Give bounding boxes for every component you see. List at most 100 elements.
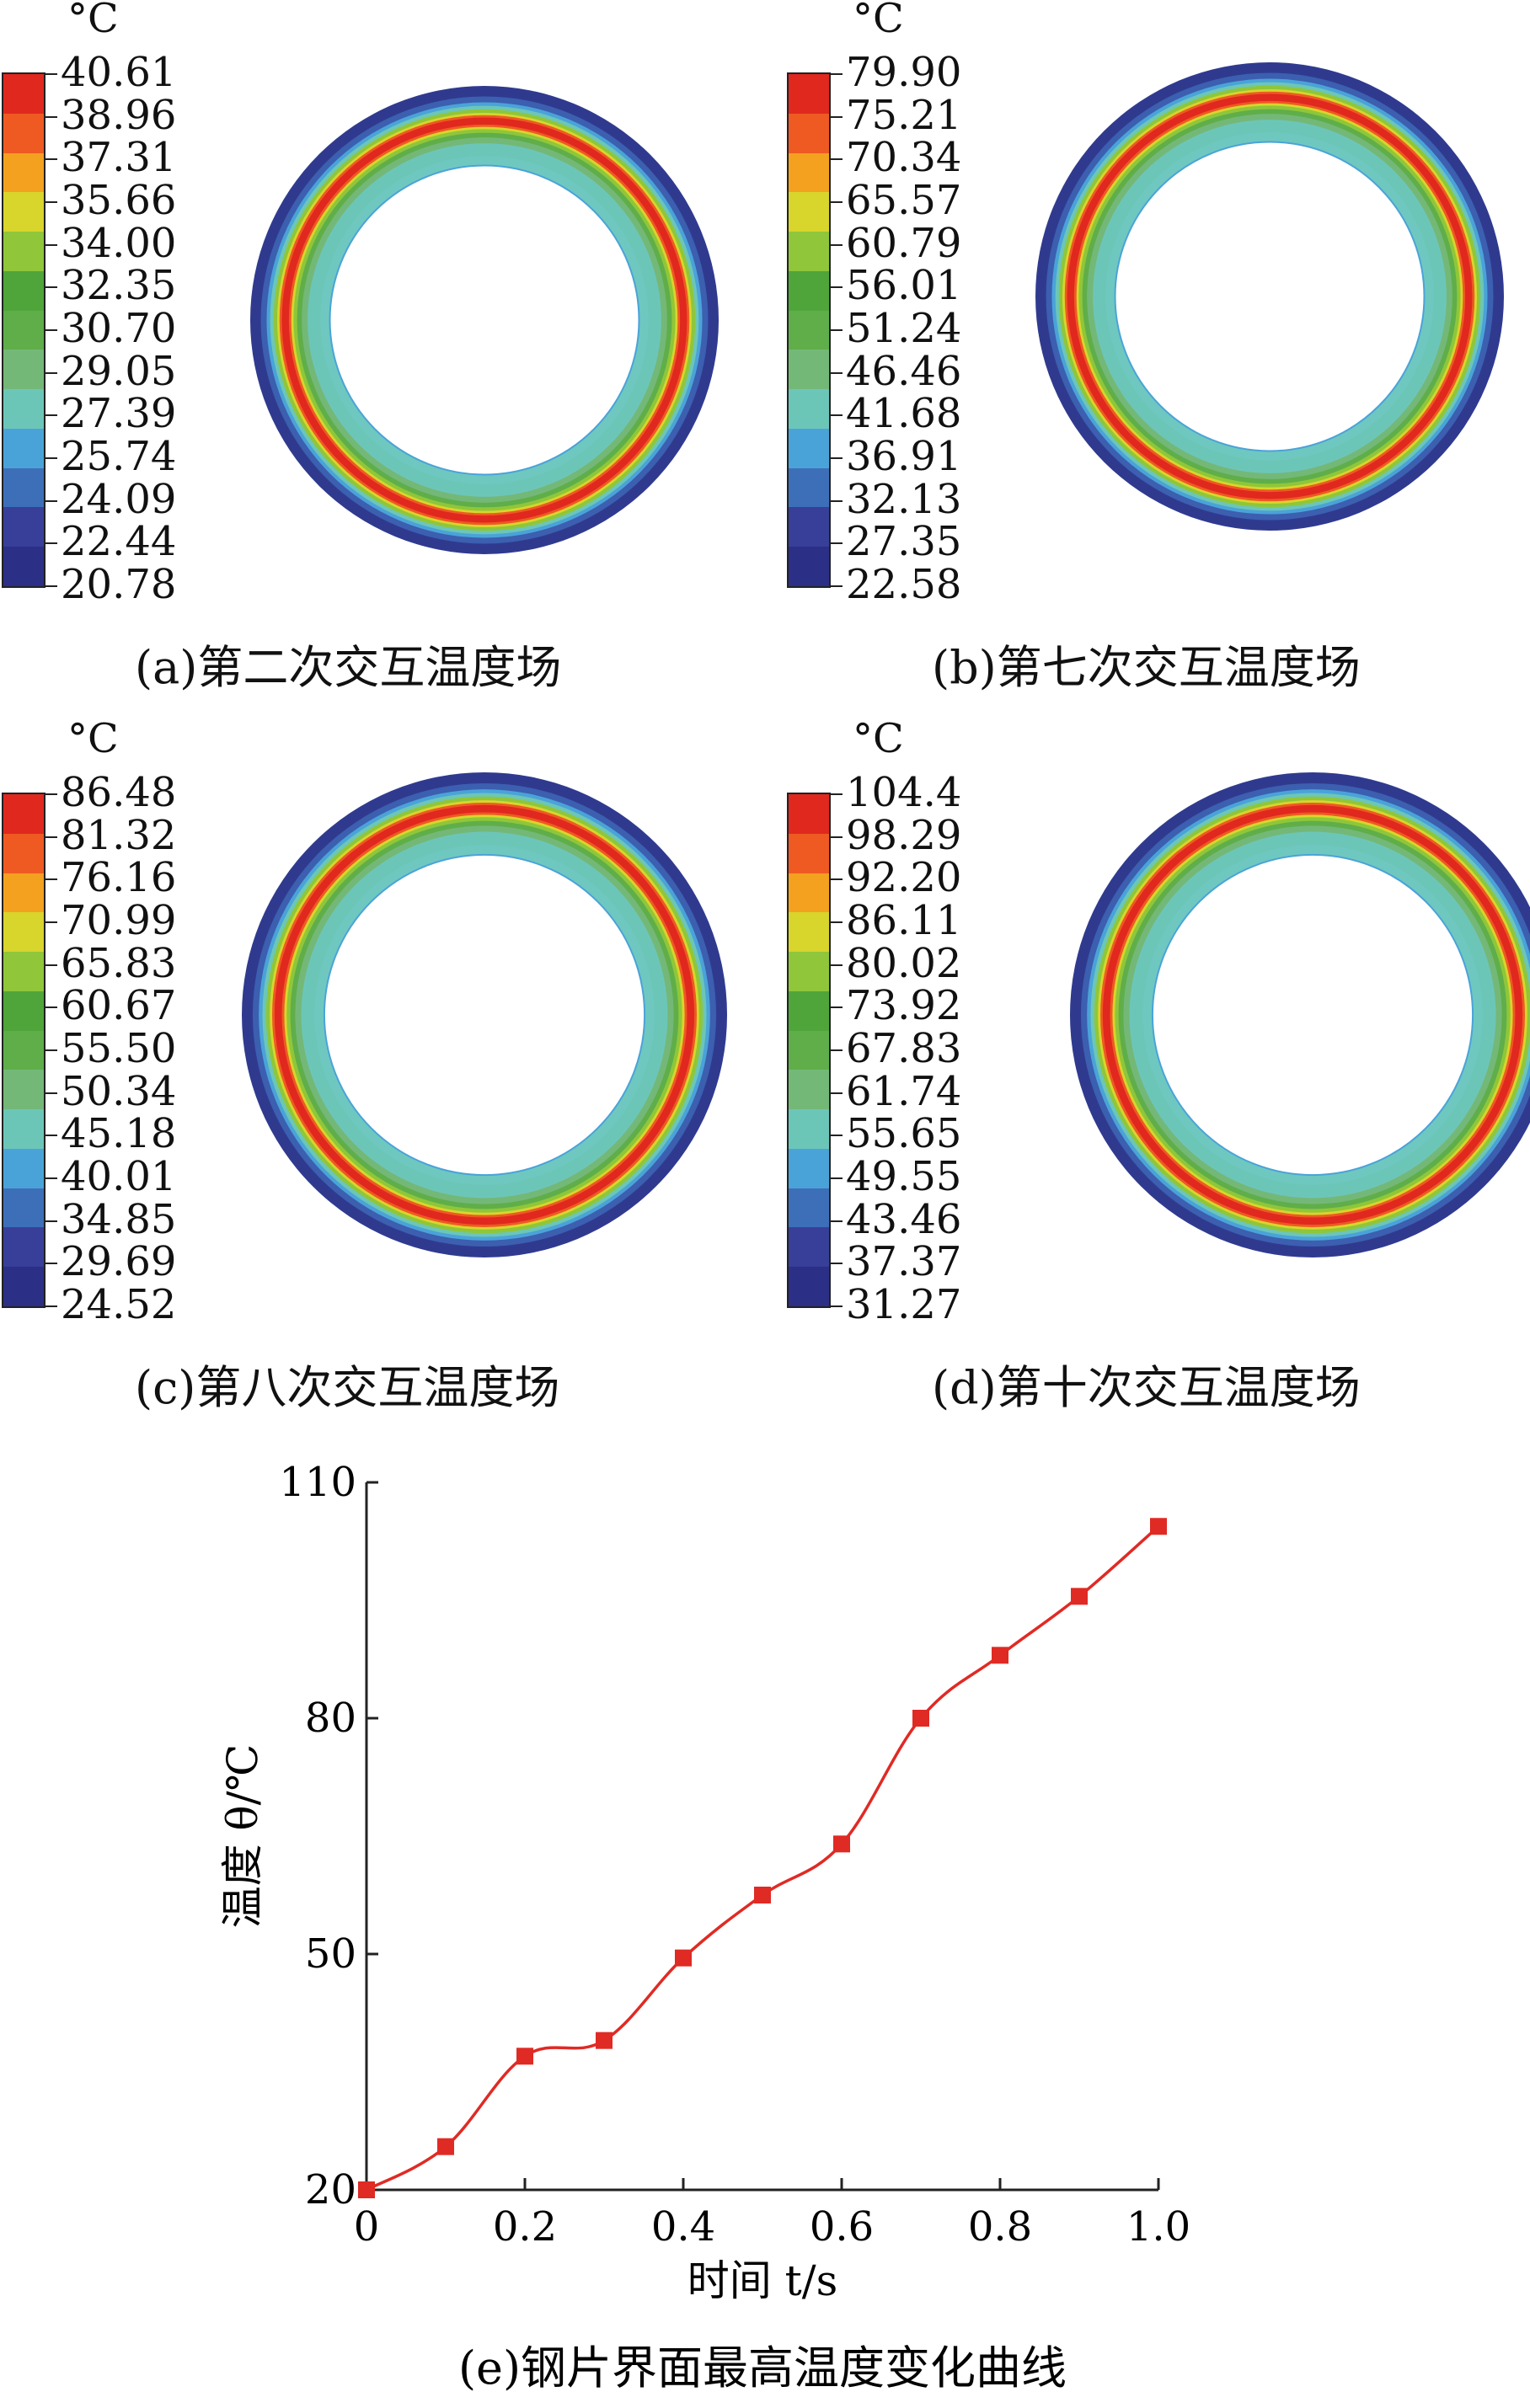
- unit-label: °C: [67, 0, 119, 42]
- legend-tick-label: 55.50: [61, 1025, 177, 1072]
- legend-swatch: [789, 873, 829, 913]
- legend-tick: [45, 1135, 57, 1137]
- color-legend: [2, 72, 45, 588]
- legend-tick: [45, 921, 57, 923]
- legend-tick-label: 104.4: [846, 769, 962, 816]
- y-axis-label: 温度 θ/℃: [218, 1744, 267, 1929]
- legend-swatch: [3, 152, 44, 193]
- legend-tick: [831, 457, 843, 459]
- legend-tick: [45, 793, 57, 795]
- color-legend: [2, 793, 45, 1308]
- legend-tick-label: 27.39: [61, 390, 177, 438]
- ring-hole: [329, 164, 640, 476]
- caption: (b)第七次交互温度场: [932, 641, 1361, 694]
- legend-tick: [831, 964, 843, 966]
- legend-tick: [831, 921, 843, 923]
- legend-tick-label: 73.92: [846, 982, 962, 1030]
- legend-tick: [45, 115, 57, 118]
- panel-c: °C 86.48 81.32 76.16 70.99 65.83 60.67 55.50 50…: [0, 715, 758, 1414]
- x-tick-label: 0.2: [493, 2203, 557, 2250]
- data-point: [516, 2048, 533, 2065]
- legend-tick-label: 70.99: [61, 897, 177, 944]
- legend-swatch: [789, 952, 829, 991]
- legend-swatch: [789, 270, 829, 311]
- temperature-ring: [1070, 772, 1530, 1257]
- series-line: [366, 1524, 1160, 2192]
- legend-tick: [45, 329, 57, 331]
- legend-tick-label: 40.01: [61, 1153, 177, 1200]
- legend-tick: [45, 1220, 57, 1222]
- legend-tick-label: 37.37: [846, 1238, 962, 1286]
- legend-swatch: [3, 1267, 44, 1306]
- legend-swatch: [789, 389, 829, 429]
- temperature-ring: [242, 772, 727, 1257]
- legend-tick-label: 32.35: [61, 262, 177, 310]
- legend-tick: [831, 836, 843, 838]
- legend-tick: [831, 329, 843, 331]
- legend-tick-label: 92.20: [846, 854, 962, 902]
- legend-tick: [831, 414, 843, 417]
- legend-swatch: [3, 1148, 44, 1188]
- legend-swatch: [789, 113, 829, 153]
- legend-tick-label: 56.01: [846, 262, 962, 310]
- legend-swatch: [3, 1030, 44, 1071]
- legend-tick-label: 65.57: [846, 177, 962, 224]
- legend-tick-label: 60.79: [846, 219, 962, 267]
- legend-tick: [831, 73, 843, 75]
- data-point: [1071, 1588, 1088, 1605]
- legend-tick: [45, 457, 57, 459]
- legend-swatch: [789, 428, 829, 468]
- legend-swatch: [789, 74, 829, 114]
- legend-tick: [45, 1305, 57, 1307]
- legend-tick: [45, 371, 57, 374]
- legend-swatch: [789, 310, 829, 350]
- caption: (c)第八次交互温度场: [135, 1361, 560, 1414]
- x-tick-label: 0: [354, 2203, 380, 2250]
- legend-tick-label: 25.74: [61, 433, 177, 480]
- data-point: [754, 1887, 771, 1903]
- legend-tick: [831, 585, 843, 587]
- legend-tick-label: 86.11: [846, 897, 962, 944]
- temperature-ring: [1035, 62, 1504, 531]
- legend-tick: [45, 585, 57, 587]
- x-tick-label: 0.6: [810, 2203, 874, 2250]
- legend-tick-label: 49.55: [846, 1153, 962, 1200]
- legend-swatch: [789, 1227, 829, 1268]
- legend-tick-label: 35.66: [61, 177, 177, 224]
- legend-tick: [831, 1263, 843, 1265]
- legend-swatch: [3, 232, 44, 271]
- legend-tick-label: 24.09: [61, 475, 177, 523]
- legend-swatch: [789, 1188, 829, 1228]
- legend-swatch: [789, 1267, 829, 1306]
- data-point: [358, 2181, 375, 2198]
- legend-tick: [831, 371, 843, 374]
- legend-swatch: [789, 152, 829, 193]
- legend-swatch: [3, 1109, 44, 1149]
- y-tick-label: 50: [305, 1930, 356, 1978]
- ring-hole: [1114, 141, 1426, 452]
- unit-label: °C: [853, 0, 904, 42]
- legend-tick: [831, 286, 843, 289]
- legend-tick-label: 81.32: [61, 811, 177, 859]
- panel-a: °C 40.61 38.96 37.31 35.66 34.00 32.35 30.70 29…: [0, 0, 758, 694]
- data-point: [437, 2138, 454, 2155]
- color-legend: [787, 72, 831, 588]
- legend-tick-label: 41.68: [846, 390, 962, 438]
- legend-tick-label: 32.13: [846, 475, 962, 523]
- legend-tick-label: 22.58: [846, 561, 962, 608]
- unit-label: °C: [67, 715, 119, 762]
- legend-swatch: [789, 1070, 829, 1110]
- legend-tick: [831, 115, 843, 118]
- legend-swatch: [3, 912, 44, 953]
- legend-tick-label: 37.31: [61, 134, 177, 182]
- legend-swatch: [3, 74, 44, 114]
- legend-tick: [45, 542, 57, 545]
- data-point: [833, 1835, 850, 1853]
- legend-swatch: [789, 547, 829, 586]
- legend-tick: [831, 499, 843, 502]
- legend-tick-label: 22.44: [61, 518, 177, 566]
- legend-tick-label: 38.96: [61, 91, 177, 139]
- legend-tick-label: 46.46: [846, 347, 962, 395]
- legend-swatch: [3, 389, 44, 429]
- y-tick-label: 20: [305, 2166, 356, 2213]
